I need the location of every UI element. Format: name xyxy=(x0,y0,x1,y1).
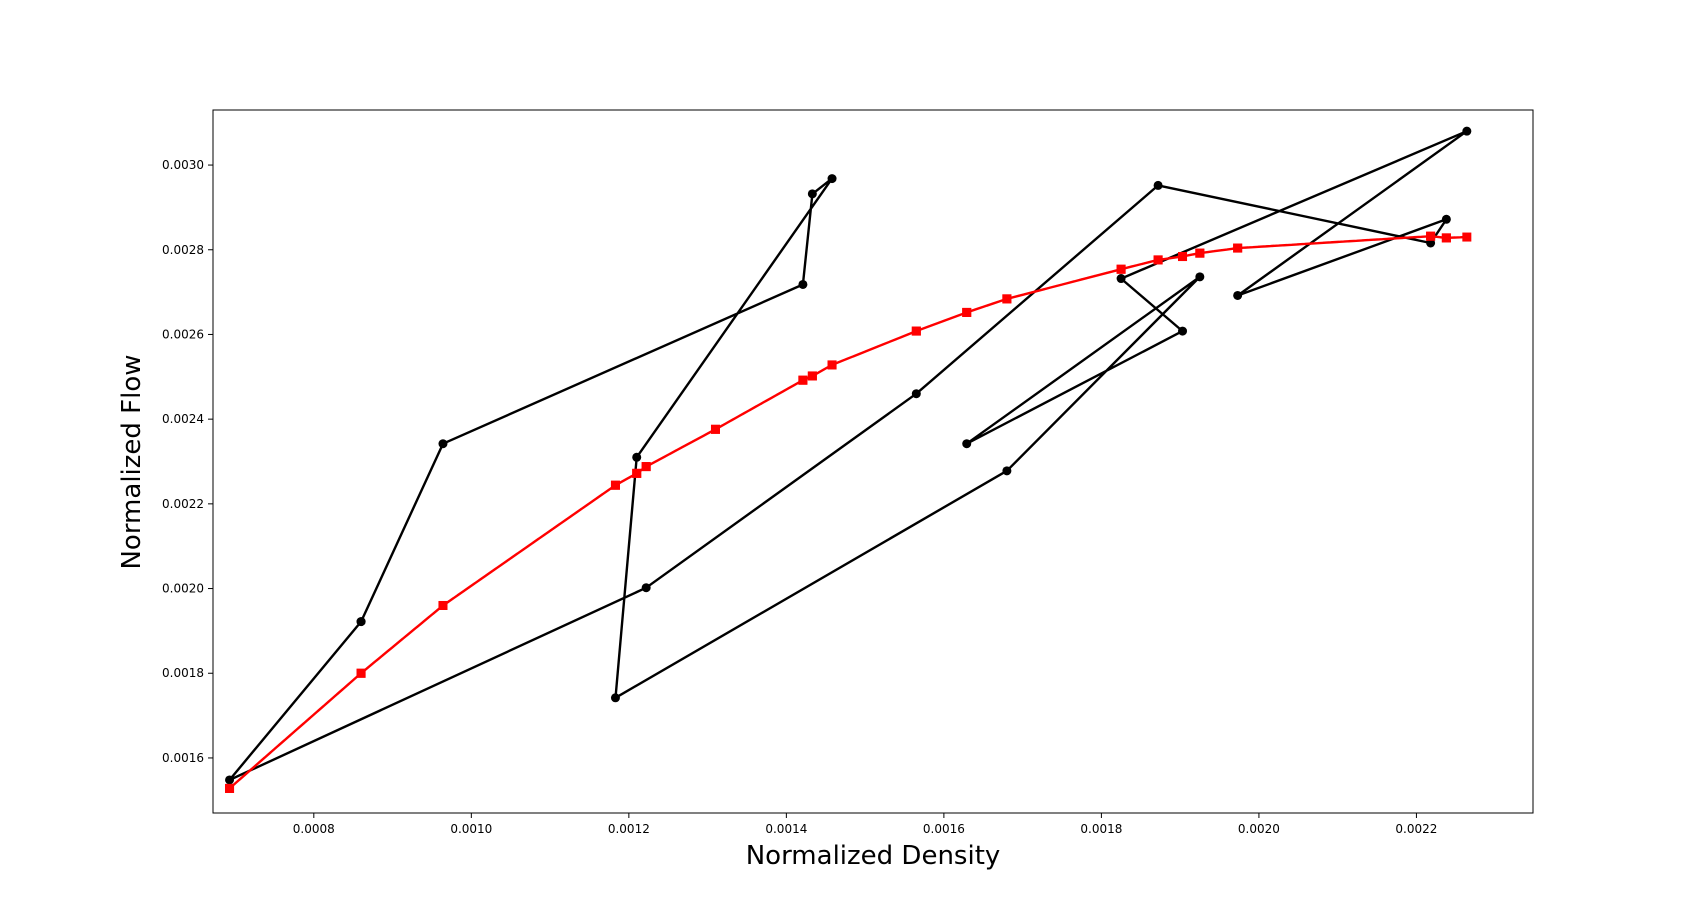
data-point xyxy=(1426,238,1436,248)
x-tick-label: 0.0010 xyxy=(450,822,492,836)
data-point xyxy=(1233,290,1243,300)
y-tick-label: 0.0018 xyxy=(162,666,204,680)
x-tick-label: 0.0014 xyxy=(765,822,807,836)
series-line xyxy=(228,129,1469,782)
series-1 xyxy=(225,231,1472,793)
series-0 xyxy=(225,126,1472,785)
data-point xyxy=(1441,214,1451,224)
x-tick-label: 0.0016 xyxy=(923,822,965,836)
data-point xyxy=(632,452,642,462)
x-tick-label: 0.0018 xyxy=(1080,822,1122,836)
x-axis-title: Normalized Density xyxy=(746,841,1001,871)
series-layer xyxy=(225,126,1472,793)
data-point xyxy=(911,389,921,399)
data-point xyxy=(710,424,720,434)
data-point xyxy=(1233,243,1243,253)
data-point xyxy=(911,326,921,336)
y-tick-label: 0.0030 xyxy=(162,158,204,172)
y-tick-label: 0.0022 xyxy=(162,497,204,511)
data-point xyxy=(962,307,972,317)
data-point xyxy=(827,174,837,184)
y-tick-label: 0.0028 xyxy=(162,243,204,257)
data-point xyxy=(1441,233,1451,243)
data-point xyxy=(1195,272,1205,282)
y-tick-label: 0.0026 xyxy=(162,327,204,341)
data-point xyxy=(1426,231,1436,241)
data-point xyxy=(225,775,235,785)
y-tick-label: 0.0020 xyxy=(162,582,204,596)
data-point xyxy=(1195,248,1205,258)
data-point xyxy=(807,371,817,381)
x-tick-label: 0.0008 xyxy=(293,822,335,836)
x-tick-label: 0.0020 xyxy=(1238,822,1280,836)
data-point xyxy=(438,439,448,449)
data-point xyxy=(641,583,651,593)
data-point xyxy=(798,375,808,385)
data-point xyxy=(1002,294,1012,304)
data-point xyxy=(807,189,817,199)
data-point xyxy=(632,468,642,478)
data-point xyxy=(1178,326,1188,336)
data-point xyxy=(1116,274,1126,284)
data-point xyxy=(827,360,837,370)
data-point xyxy=(1178,252,1188,262)
series-line xyxy=(228,234,1469,790)
x-tick-label: 0.0012 xyxy=(608,822,650,836)
x-tick-label: 0.0022 xyxy=(1395,822,1437,836)
data-point xyxy=(356,617,366,627)
data-point xyxy=(798,279,808,289)
y-tick-label: 0.0016 xyxy=(162,751,204,765)
data-point xyxy=(1462,126,1472,136)
data-point xyxy=(610,480,620,490)
ticks-layer: 0.0008 0.0010 0.0012 0.0014 0.0016 0.0018 0.00… xyxy=(162,158,1437,836)
data-point xyxy=(1002,466,1012,476)
y-axis-title: Normalized Flow xyxy=(117,354,147,569)
data-point xyxy=(610,693,620,703)
data-point xyxy=(962,439,972,449)
data-point xyxy=(225,783,235,793)
data-point xyxy=(1153,180,1163,190)
data-point xyxy=(641,462,651,472)
data-point xyxy=(1153,255,1163,265)
y-tick-label: 0.0024 xyxy=(162,412,204,426)
plot-frame xyxy=(212,109,1534,814)
data-point xyxy=(1116,264,1126,274)
data-point xyxy=(1462,232,1472,242)
data-point xyxy=(356,668,366,678)
data-point xyxy=(438,600,448,610)
